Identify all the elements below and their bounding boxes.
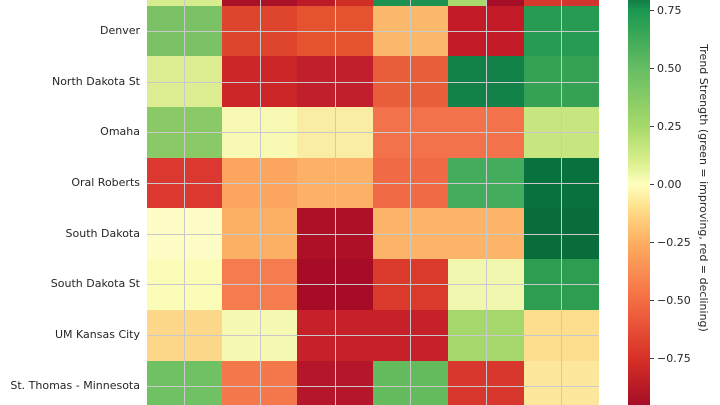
- gridline-vertical: [486, 0, 487, 405]
- gridline-vertical: [561, 0, 562, 405]
- colorbar-tick-mark: [650, 299, 654, 302]
- y-tick-label-denver: Denver: [99, 23, 140, 37]
- partial-top-row-cell: [335, 0, 373, 7]
- y-tick-label-oral-roberts: Oral Roberts: [71, 176, 140, 190]
- gridline-vertical: [410, 0, 411, 405]
- gridline-horizontal: [147, 386, 599, 387]
- colorbar-tick-mark: [650, 9, 654, 12]
- y-tick-label-um-kansas-city: UM Kansas City: [54, 328, 140, 342]
- gridline-vertical: [260, 0, 261, 405]
- colorbar-tick-mark: [650, 67, 654, 70]
- gridline-vertical: [184, 0, 185, 405]
- colorbar-tick-label: 0.50: [657, 61, 682, 75]
- colorbar-tick-mark: [650, 183, 654, 186]
- gridline-horizontal: [147, 183, 599, 184]
- colorbar-tick-mark: [650, 357, 654, 360]
- partial-top-row-cell: [524, 0, 561, 7]
- gridline-vertical: [335, 0, 336, 405]
- colorbar-tick-label: −0.75: [657, 351, 691, 365]
- gridline-horizontal: [147, 132, 599, 133]
- y-tick-label-north-dakota-st: North Dakota St: [51, 74, 140, 88]
- partial-top-row-cell: [297, 0, 335, 7]
- y-tick-label-south-dakota: South Dakota: [65, 226, 140, 240]
- y-tick-label-st-thomas-minnesota: St. Thomas - Minnesota: [10, 378, 140, 392]
- partial-top-row-cell: [260, 0, 297, 7]
- colorbar-tick-mark: [650, 241, 654, 244]
- gridline-horizontal: [147, 31, 599, 32]
- y-tick-label-south-dakota-st: South Dakota St: [50, 277, 140, 291]
- partial-top-row-cell: [486, 0, 524, 7]
- colorbar-tick-label: 0.00: [657, 177, 682, 191]
- partial-top-row-cell: [184, 0, 222, 7]
- y-tick-label-omaha: Omaha: [100, 125, 140, 139]
- partial-top-row-cell: [147, 0, 184, 7]
- colorbar-gradient: [628, 0, 650, 405]
- partial-top-row-cell: [448, 0, 486, 7]
- heatmap-cell: [222, 208, 297, 259]
- partial-top-row-cell: [561, 0, 599, 7]
- gridline-horizontal: [147, 234, 599, 235]
- gridline-horizontal: [147, 284, 599, 285]
- partial-top-row-cell: [373, 0, 410, 7]
- colorbar-tick-label: 0.25: [657, 119, 682, 133]
- heatmap-cell: [222, 361, 297, 405]
- colorbar-tick-mark: [650, 125, 654, 128]
- partial-top-row-cell: [410, 0, 448, 7]
- colorbar-tick-label: 0.75: [657, 3, 682, 17]
- colorbar-tick-label: −0.50: [657, 293, 691, 307]
- gridline-horizontal: [147, 335, 599, 336]
- gridline-horizontal: [147, 82, 599, 83]
- partial-top-row-cell: [222, 0, 260, 7]
- colorbar-tick-label: −0.25: [657, 235, 691, 249]
- heatmap-cell: [222, 56, 297, 107]
- colorbar-title: Trend Strength (green = improving, red =…: [697, 44, 710, 332]
